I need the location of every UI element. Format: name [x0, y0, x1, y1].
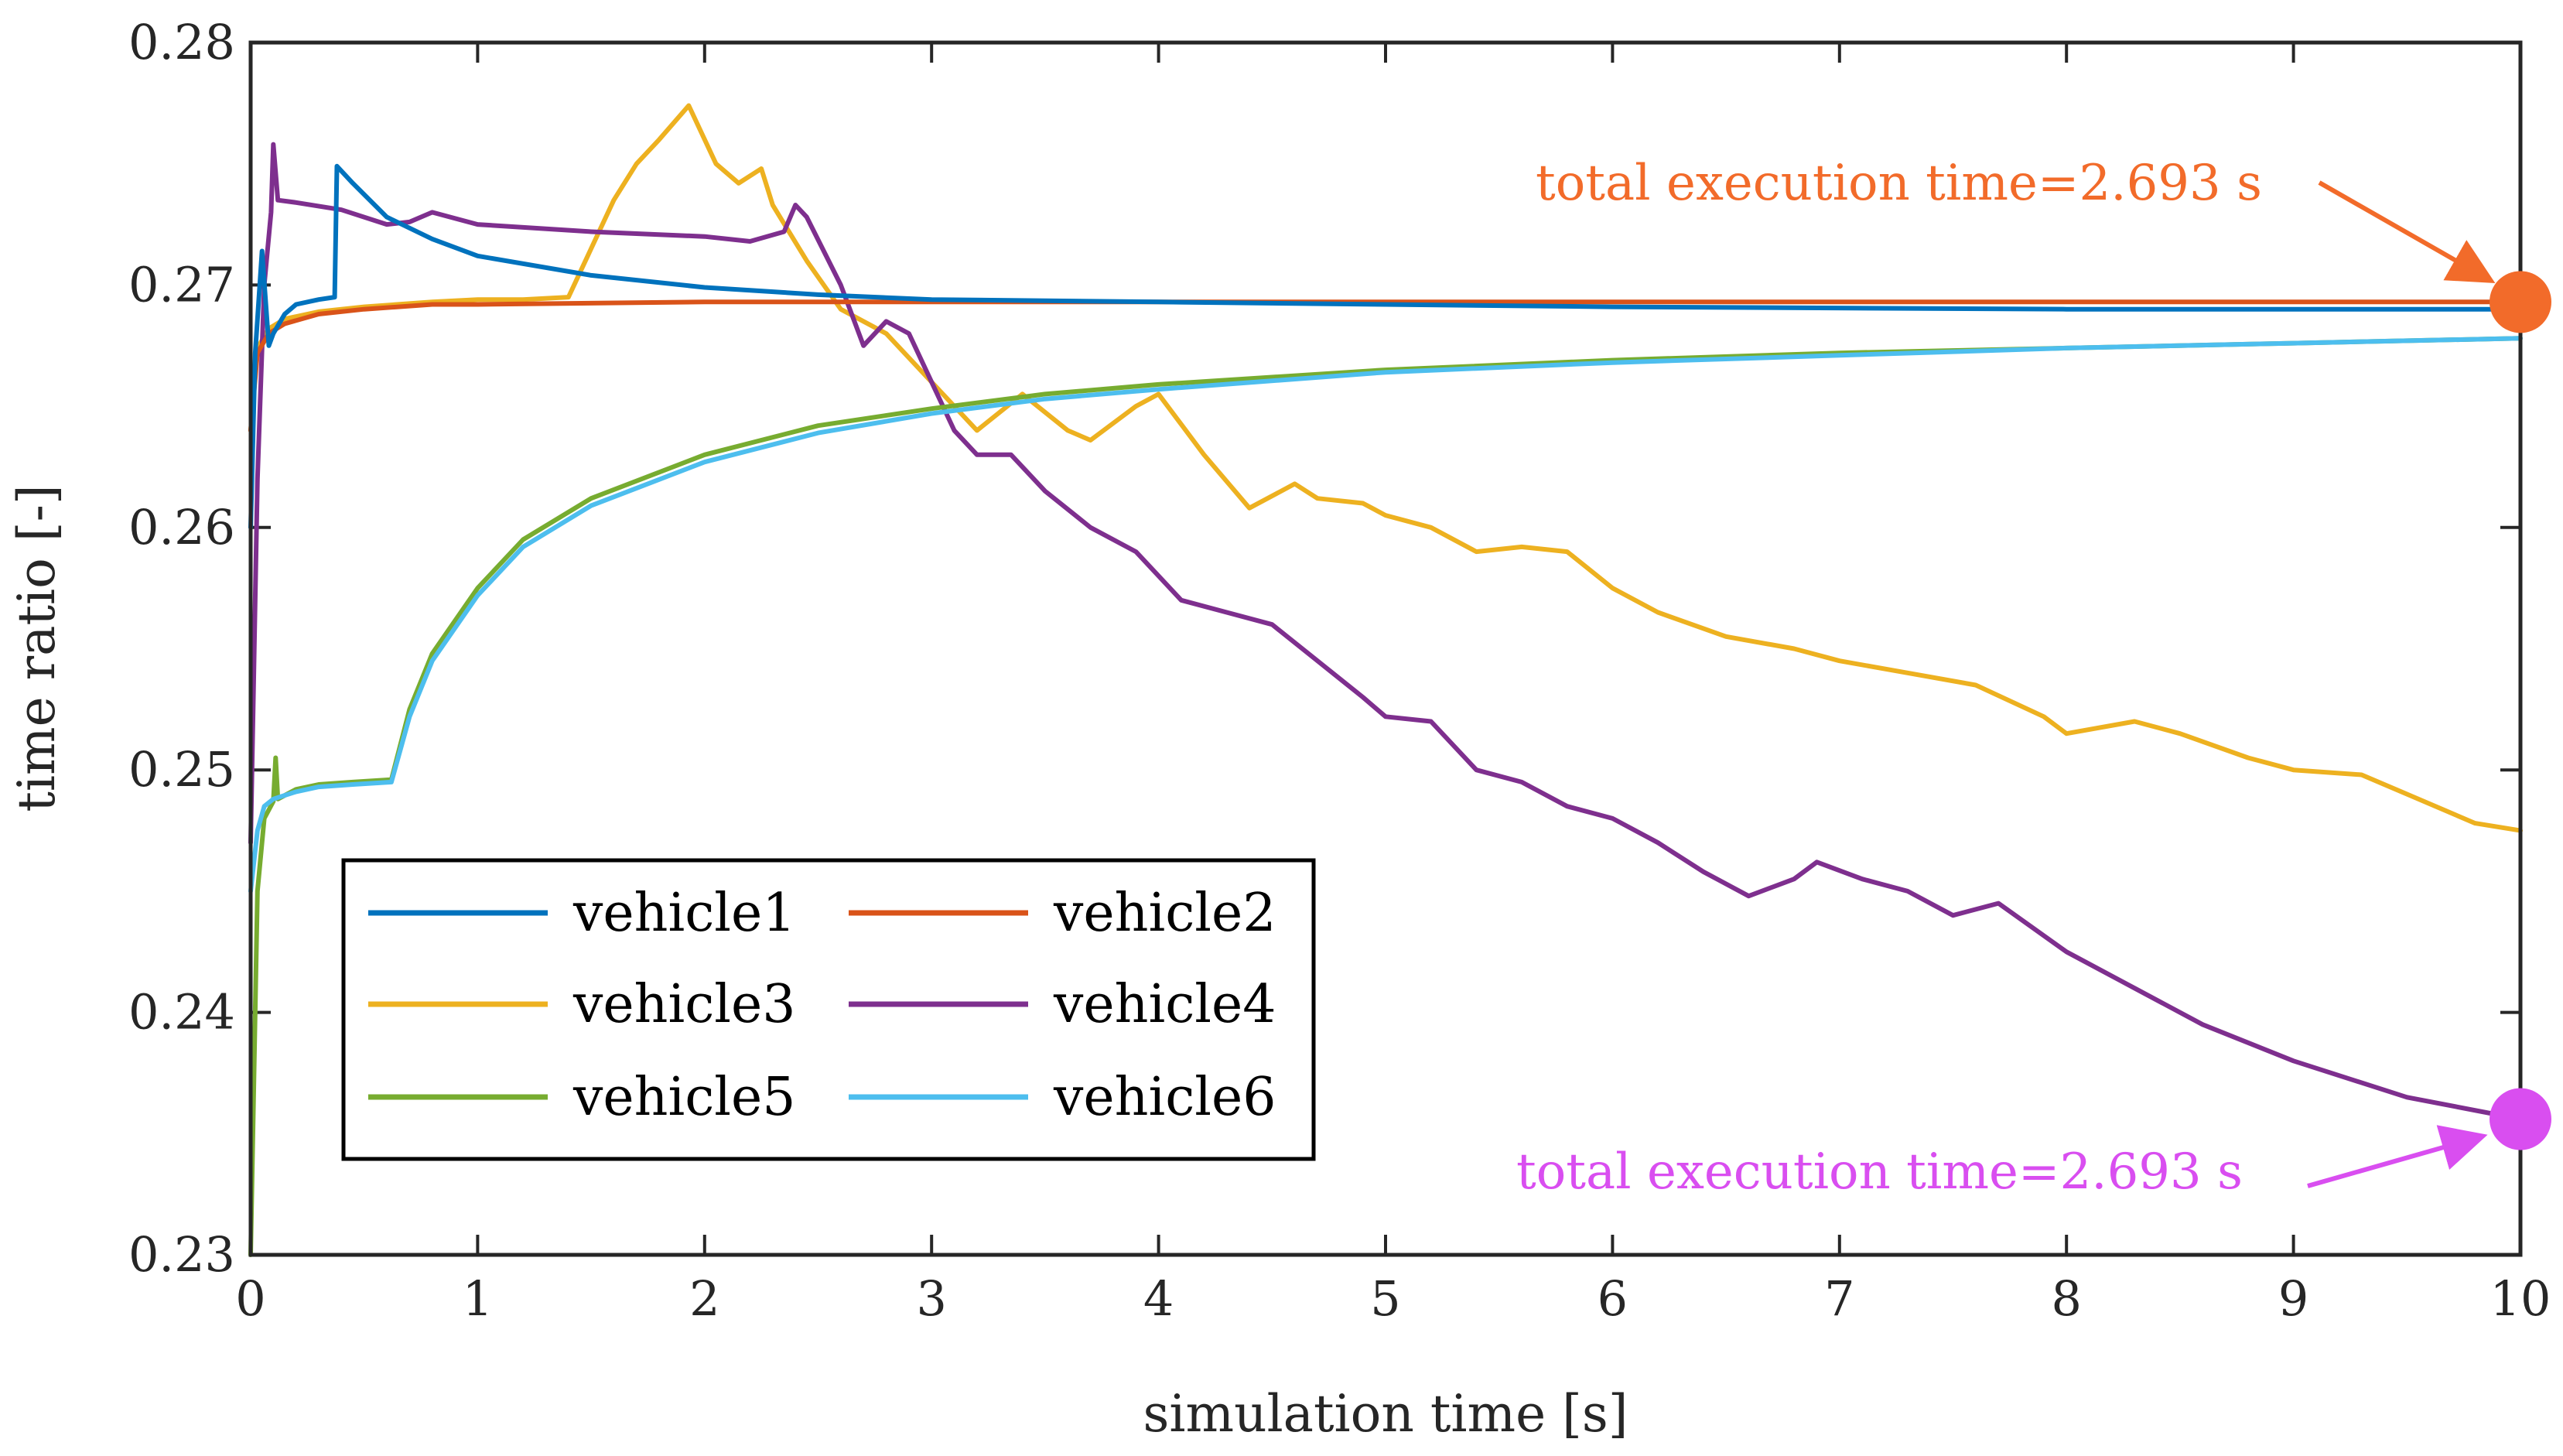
annotation-text: total execution time=2.693 s — [1536, 155, 2262, 212]
annotations: total execution time=2.693 s total execut… — [1516, 155, 2551, 1201]
y-tick-label: 0.24 — [128, 984, 235, 1041]
legend-label-vehicle3: vehicle3 — [572, 974, 796, 1035]
series-line-vehicle6 — [248, 336, 2523, 894]
x-tick-label: 7 — [1824, 1270, 1854, 1327]
x-tick-label: 9 — [2278, 1270, 2308, 1327]
plot-area-frame — [248, 40, 2523, 1257]
x-tick-labels: 0 1 2 3 4 5 6 7 8 9 10 — [235, 1270, 2551, 1327]
legend-label-vehicle2: vehicle2 — [1053, 883, 1276, 944]
y-tick-label: 0.23 — [128, 1226, 235, 1283]
legend-label-vehicle4: vehicle4 — [1053, 974, 1276, 1035]
x-tick-label: 3 — [916, 1270, 946, 1327]
annotation-arrow — [2318, 180, 2496, 283]
legend-box — [341, 858, 1316, 1161]
x-tick-label: 2 — [689, 1270, 719, 1327]
plot-series — [248, 103, 2523, 1257]
x-axis-title: simulation time [s] — [1143, 1384, 1628, 1444]
legend: vehicle1 vehicle2 vehicle3 vehicle4 vehicle5… — [341, 858, 1316, 1161]
x-tick-label: 5 — [1370, 1270, 1400, 1327]
x-tick-label: 1 — [463, 1270, 493, 1327]
series-line-vehicle5 — [248, 336, 2523, 1257]
x-tick-label: 10 — [2490, 1270, 2551, 1327]
x-tick-label: 8 — [2051, 1270, 2081, 1327]
annotation-marker — [2490, 1088, 2551, 1150]
legend-label-vehicle6: vehicle6 — [1053, 1067, 1276, 1128]
series-line-vehicle4 — [248, 142, 2523, 1122]
x-tick-label: 4 — [1143, 1270, 1174, 1327]
y-tick-label: 0.27 — [128, 256, 235, 313]
series-line-vehicle1 — [248, 163, 2523, 530]
y-tick-labels: 0.23 0.24 0.25 0.26 0.27 0.28 — [128, 14, 235, 1283]
annotation-arrow — [2307, 1125, 2488, 1188]
x-tick-label: 6 — [1598, 1270, 1628, 1327]
legend-label-vehicle5: vehicle5 — [572, 1067, 796, 1128]
x-tick-label: 0 — [235, 1270, 265, 1327]
y-tick-label: 0.28 — [128, 14, 235, 70]
series-line-vehicle3 — [248, 103, 2523, 833]
y-tick-label: 0.26 — [128, 499, 235, 555]
legend-label-vehicle1: vehicle1 — [572, 883, 796, 944]
y-axis-title: time ratio [-] — [7, 484, 67, 812]
annotation-marker — [2490, 271, 2551, 333]
y-tick-label: 0.25 — [128, 741, 235, 798]
annotation-text: total execution time=2.693 s — [1516, 1143, 2243, 1201]
